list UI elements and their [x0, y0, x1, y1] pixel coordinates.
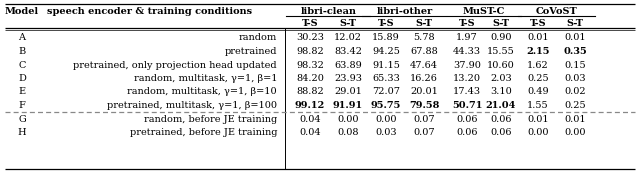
Text: 20.01: 20.01: [410, 88, 438, 96]
Text: 94.25: 94.25: [372, 47, 400, 56]
Text: 0.01: 0.01: [527, 34, 549, 42]
Text: speech encoder & training conditions: speech encoder & training conditions: [47, 7, 253, 15]
Text: 0.00: 0.00: [564, 128, 586, 137]
Text: libri-other: libri-other: [377, 7, 433, 15]
Text: 10.60: 10.60: [487, 61, 515, 69]
Text: 0.02: 0.02: [564, 88, 586, 96]
Text: MuST-C: MuST-C: [463, 7, 505, 15]
Text: C: C: [19, 61, 26, 69]
Text: 29.01: 29.01: [334, 88, 362, 96]
Text: T-S: T-S: [459, 19, 476, 28]
Text: pretrained, only projection head updated: pretrained, only projection head updated: [74, 61, 277, 69]
Text: 0.01: 0.01: [564, 115, 586, 123]
Text: 0.03: 0.03: [564, 74, 586, 83]
Text: 3.10: 3.10: [490, 88, 512, 96]
Text: 0.00: 0.00: [375, 115, 397, 123]
Text: 98.32: 98.32: [296, 61, 324, 69]
Text: pretrained, before JE training: pretrained, before JE training: [129, 128, 277, 137]
Text: 23.93: 23.93: [334, 74, 362, 83]
Text: 63.89: 63.89: [334, 61, 362, 69]
Text: 91.91: 91.91: [333, 101, 363, 110]
Text: 21.04: 21.04: [486, 101, 516, 110]
Text: T-S: T-S: [301, 19, 318, 28]
Text: 67.88: 67.88: [410, 47, 438, 56]
Text: 91.15: 91.15: [372, 61, 400, 69]
Text: 15.89: 15.89: [372, 34, 400, 42]
Text: 47.64: 47.64: [410, 61, 438, 69]
Text: 0.25: 0.25: [564, 101, 586, 110]
Text: 84.20: 84.20: [296, 74, 324, 83]
Text: 0.25: 0.25: [527, 74, 549, 83]
Text: S-T: S-T: [566, 19, 584, 28]
Text: 17.43: 17.43: [453, 88, 481, 96]
Text: 0.01: 0.01: [527, 115, 549, 123]
Text: 50.71: 50.71: [452, 101, 482, 110]
Text: 0.00: 0.00: [337, 115, 359, 123]
Text: libri-clean: libri-clean: [301, 7, 357, 15]
Text: 5.78: 5.78: [413, 34, 435, 42]
Text: 0.06: 0.06: [456, 128, 477, 137]
Text: D: D: [18, 74, 26, 83]
Text: pretrained, multitask, γ=1, β=100: pretrained, multitask, γ=1, β=100: [107, 101, 277, 110]
Text: 0.35: 0.35: [563, 47, 587, 56]
Text: 12.02: 12.02: [334, 34, 362, 42]
Text: E: E: [19, 88, 26, 96]
Text: 95.75: 95.75: [371, 101, 401, 110]
Text: 0.90: 0.90: [490, 34, 512, 42]
Text: A: A: [19, 34, 26, 42]
Text: G: G: [18, 115, 26, 123]
Text: 0.07: 0.07: [413, 115, 435, 123]
Text: random, multitask, γ=1, β=1: random, multitask, γ=1, β=1: [134, 74, 277, 83]
Text: S-T: S-T: [493, 19, 509, 28]
Text: H: H: [18, 128, 26, 137]
Text: 0.00: 0.00: [527, 128, 548, 137]
Text: 0.08: 0.08: [337, 128, 359, 137]
Text: CoVoST: CoVoST: [536, 7, 577, 15]
Text: 2.15: 2.15: [526, 47, 550, 56]
Text: 0.03: 0.03: [375, 128, 397, 137]
Text: F: F: [19, 101, 26, 110]
Text: S-T: S-T: [339, 19, 356, 28]
Text: T-S: T-S: [378, 19, 394, 28]
Text: B: B: [19, 47, 26, 56]
Text: 2.03: 2.03: [490, 74, 512, 83]
Text: 88.82: 88.82: [296, 88, 324, 96]
Text: 0.01: 0.01: [564, 34, 586, 42]
Text: random, multitask, γ=1, β=10: random, multitask, γ=1, β=10: [127, 88, 277, 96]
Text: 30.23: 30.23: [296, 34, 324, 42]
Text: 0.06: 0.06: [490, 115, 512, 123]
Text: 79.58: 79.58: [409, 101, 439, 110]
Text: S-T: S-T: [415, 19, 433, 28]
Text: 0.07: 0.07: [413, 128, 435, 137]
Text: 0.06: 0.06: [456, 115, 477, 123]
Text: 72.07: 72.07: [372, 88, 400, 96]
Text: 37.90: 37.90: [453, 61, 481, 69]
Text: 1.62: 1.62: [527, 61, 549, 69]
Text: 98.82: 98.82: [296, 47, 324, 56]
Text: 65.33: 65.33: [372, 74, 400, 83]
Text: 83.42: 83.42: [334, 47, 362, 56]
Text: 0.04: 0.04: [299, 115, 321, 123]
Text: 0.06: 0.06: [490, 128, 512, 137]
Text: 15.55: 15.55: [487, 47, 515, 56]
Text: 1.55: 1.55: [527, 101, 549, 110]
Text: random, before JE training: random, before JE training: [144, 115, 277, 123]
Text: 0.15: 0.15: [564, 61, 586, 69]
Text: 99.12: 99.12: [295, 101, 325, 110]
Text: 1.97: 1.97: [456, 34, 478, 42]
Text: 13.20: 13.20: [453, 74, 481, 83]
Text: pretrained: pretrained: [225, 47, 277, 56]
Text: 16.26: 16.26: [410, 74, 438, 83]
Text: Model: Model: [5, 7, 39, 15]
Text: random: random: [239, 34, 277, 42]
Text: 44.33: 44.33: [453, 47, 481, 56]
Text: 0.04: 0.04: [299, 128, 321, 137]
Text: 0.49: 0.49: [527, 88, 549, 96]
Text: T-S: T-S: [530, 19, 547, 28]
